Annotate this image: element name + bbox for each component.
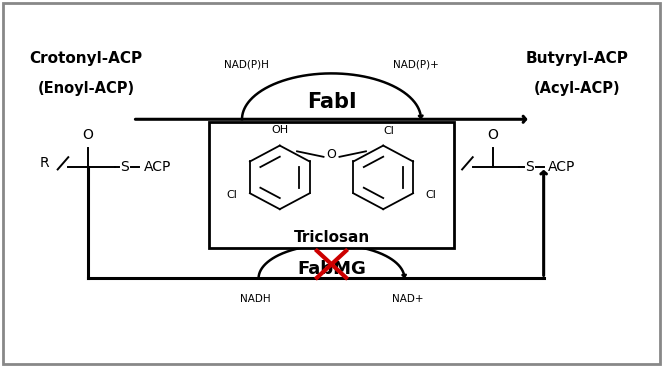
Text: Crotonyl-ACP: Crotonyl-ACP: [30, 51, 143, 66]
Text: (Enoyl-ACP): (Enoyl-ACP): [38, 81, 135, 96]
Text: O: O: [327, 149, 336, 161]
Bar: [209, 122, 454, 248]
Text: FabI: FabI: [307, 92, 356, 112]
Text: R: R: [40, 156, 49, 170]
Text: FabMG: FabMG: [297, 260, 366, 278]
Text: ACP: ACP: [143, 160, 171, 174]
Text: NAD(P)+: NAD(P)+: [393, 59, 440, 69]
Text: NAD(P)H: NAD(P)H: [224, 59, 269, 69]
Text: ACP: ACP: [548, 160, 575, 174]
Text: Cl: Cl: [426, 190, 436, 200]
Text: Cl: Cl: [383, 126, 394, 137]
Text: NADH: NADH: [240, 294, 271, 304]
Text: Triclosan: Triclosan: [293, 230, 370, 245]
Text: NAD+: NAD+: [392, 294, 424, 304]
Text: Cl: Cl: [227, 190, 237, 200]
Text: O: O: [487, 128, 498, 142]
Text: OH: OH: [271, 124, 288, 135]
Text: O: O: [83, 128, 93, 142]
Text: Butyryl-ACP: Butyryl-ACP: [525, 51, 629, 66]
Text: S: S: [120, 160, 129, 174]
Text: S: S: [524, 160, 534, 174]
Text: (Acyl-ACP): (Acyl-ACP): [534, 81, 620, 96]
Text: R: R: [444, 156, 453, 170]
